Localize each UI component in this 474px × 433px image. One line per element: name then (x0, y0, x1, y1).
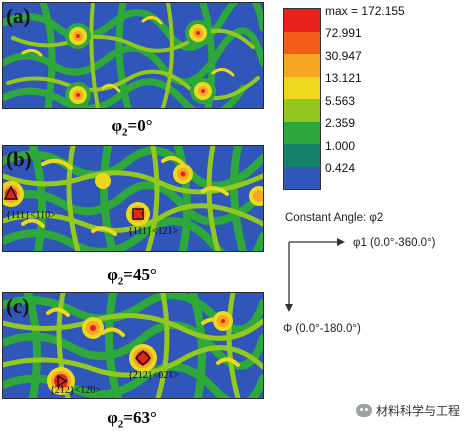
caption-c: φ2=63° (107, 408, 157, 431)
diamond-marker (134, 349, 152, 367)
footer-text: 材料科学与工程 (376, 404, 461, 418)
legend-label-7: 0.424 (325, 161, 356, 175)
footer-watermark: 材料科学与工程 (356, 402, 460, 419)
legend-swatch-3 (284, 76, 320, 99)
square-marker (132, 208, 144, 220)
legend-swatch-6 (284, 144, 320, 167)
odf-panel-c: (c) {212}<021> {212}<120> (2, 292, 264, 399)
legend-swatch-4 (284, 99, 320, 122)
odf-map-a (3, 3, 263, 108)
legend-label-3: 13.121 (325, 71, 362, 85)
constant-angle-title: Constant Angle: φ2 (285, 212, 384, 224)
legend-label-4: 5.563 (325, 94, 356, 108)
odf-panel-b: (b) {111}<110> {111}<121> (2, 145, 264, 252)
caption-a: φ2=0° (111, 116, 153, 139)
phi-axis-label: Φ (0.0°-180.0°) (283, 323, 361, 335)
legend-label-1: 72.991 (325, 26, 362, 40)
odf-panel-a: (a) (2, 2, 264, 109)
wechat-icon (356, 404, 372, 417)
triangle-marker (3, 185, 19, 200)
legend-label-6: 1.000 (325, 139, 356, 153)
panel-label-b: (b) (6, 147, 32, 171)
caption-b: φ2=45° (107, 265, 157, 288)
legend-label-2: 30.947 (325, 49, 362, 63)
legend-label-5: 2.359 (325, 116, 356, 130)
legend-color-bar (283, 8, 321, 190)
annotation-111-110: {111}<110> (6, 210, 56, 221)
panel-label-a: (a) (6, 4, 31, 28)
legend-swatch-7 (284, 166, 320, 189)
annotation-212-021: {212}<021> (128, 370, 179, 381)
legend-label-0: max = 172.155 (325, 4, 405, 18)
odf-map-b (3, 146, 263, 251)
legend-swatch-1 (284, 31, 320, 54)
annotation-212-120: {212}<120> (50, 385, 101, 396)
phi-arrow-icon (285, 304, 293, 312)
legend-swatch-2 (284, 54, 320, 77)
legend-swatch-0 (284, 9, 320, 32)
phi1-arrow-icon (337, 238, 345, 246)
panel-label-c: (c) (6, 294, 30, 318)
odf-map-c (3, 293, 263, 398)
axis-diagram (285, 238, 345, 312)
annotation-111-121: {111}<121> (128, 226, 179, 237)
triangle-right-marker (57, 374, 68, 388)
legend-swatch-5 (284, 121, 320, 144)
phi1-axis-label: φ1 (0.0°-360.0°) (353, 237, 436, 249)
